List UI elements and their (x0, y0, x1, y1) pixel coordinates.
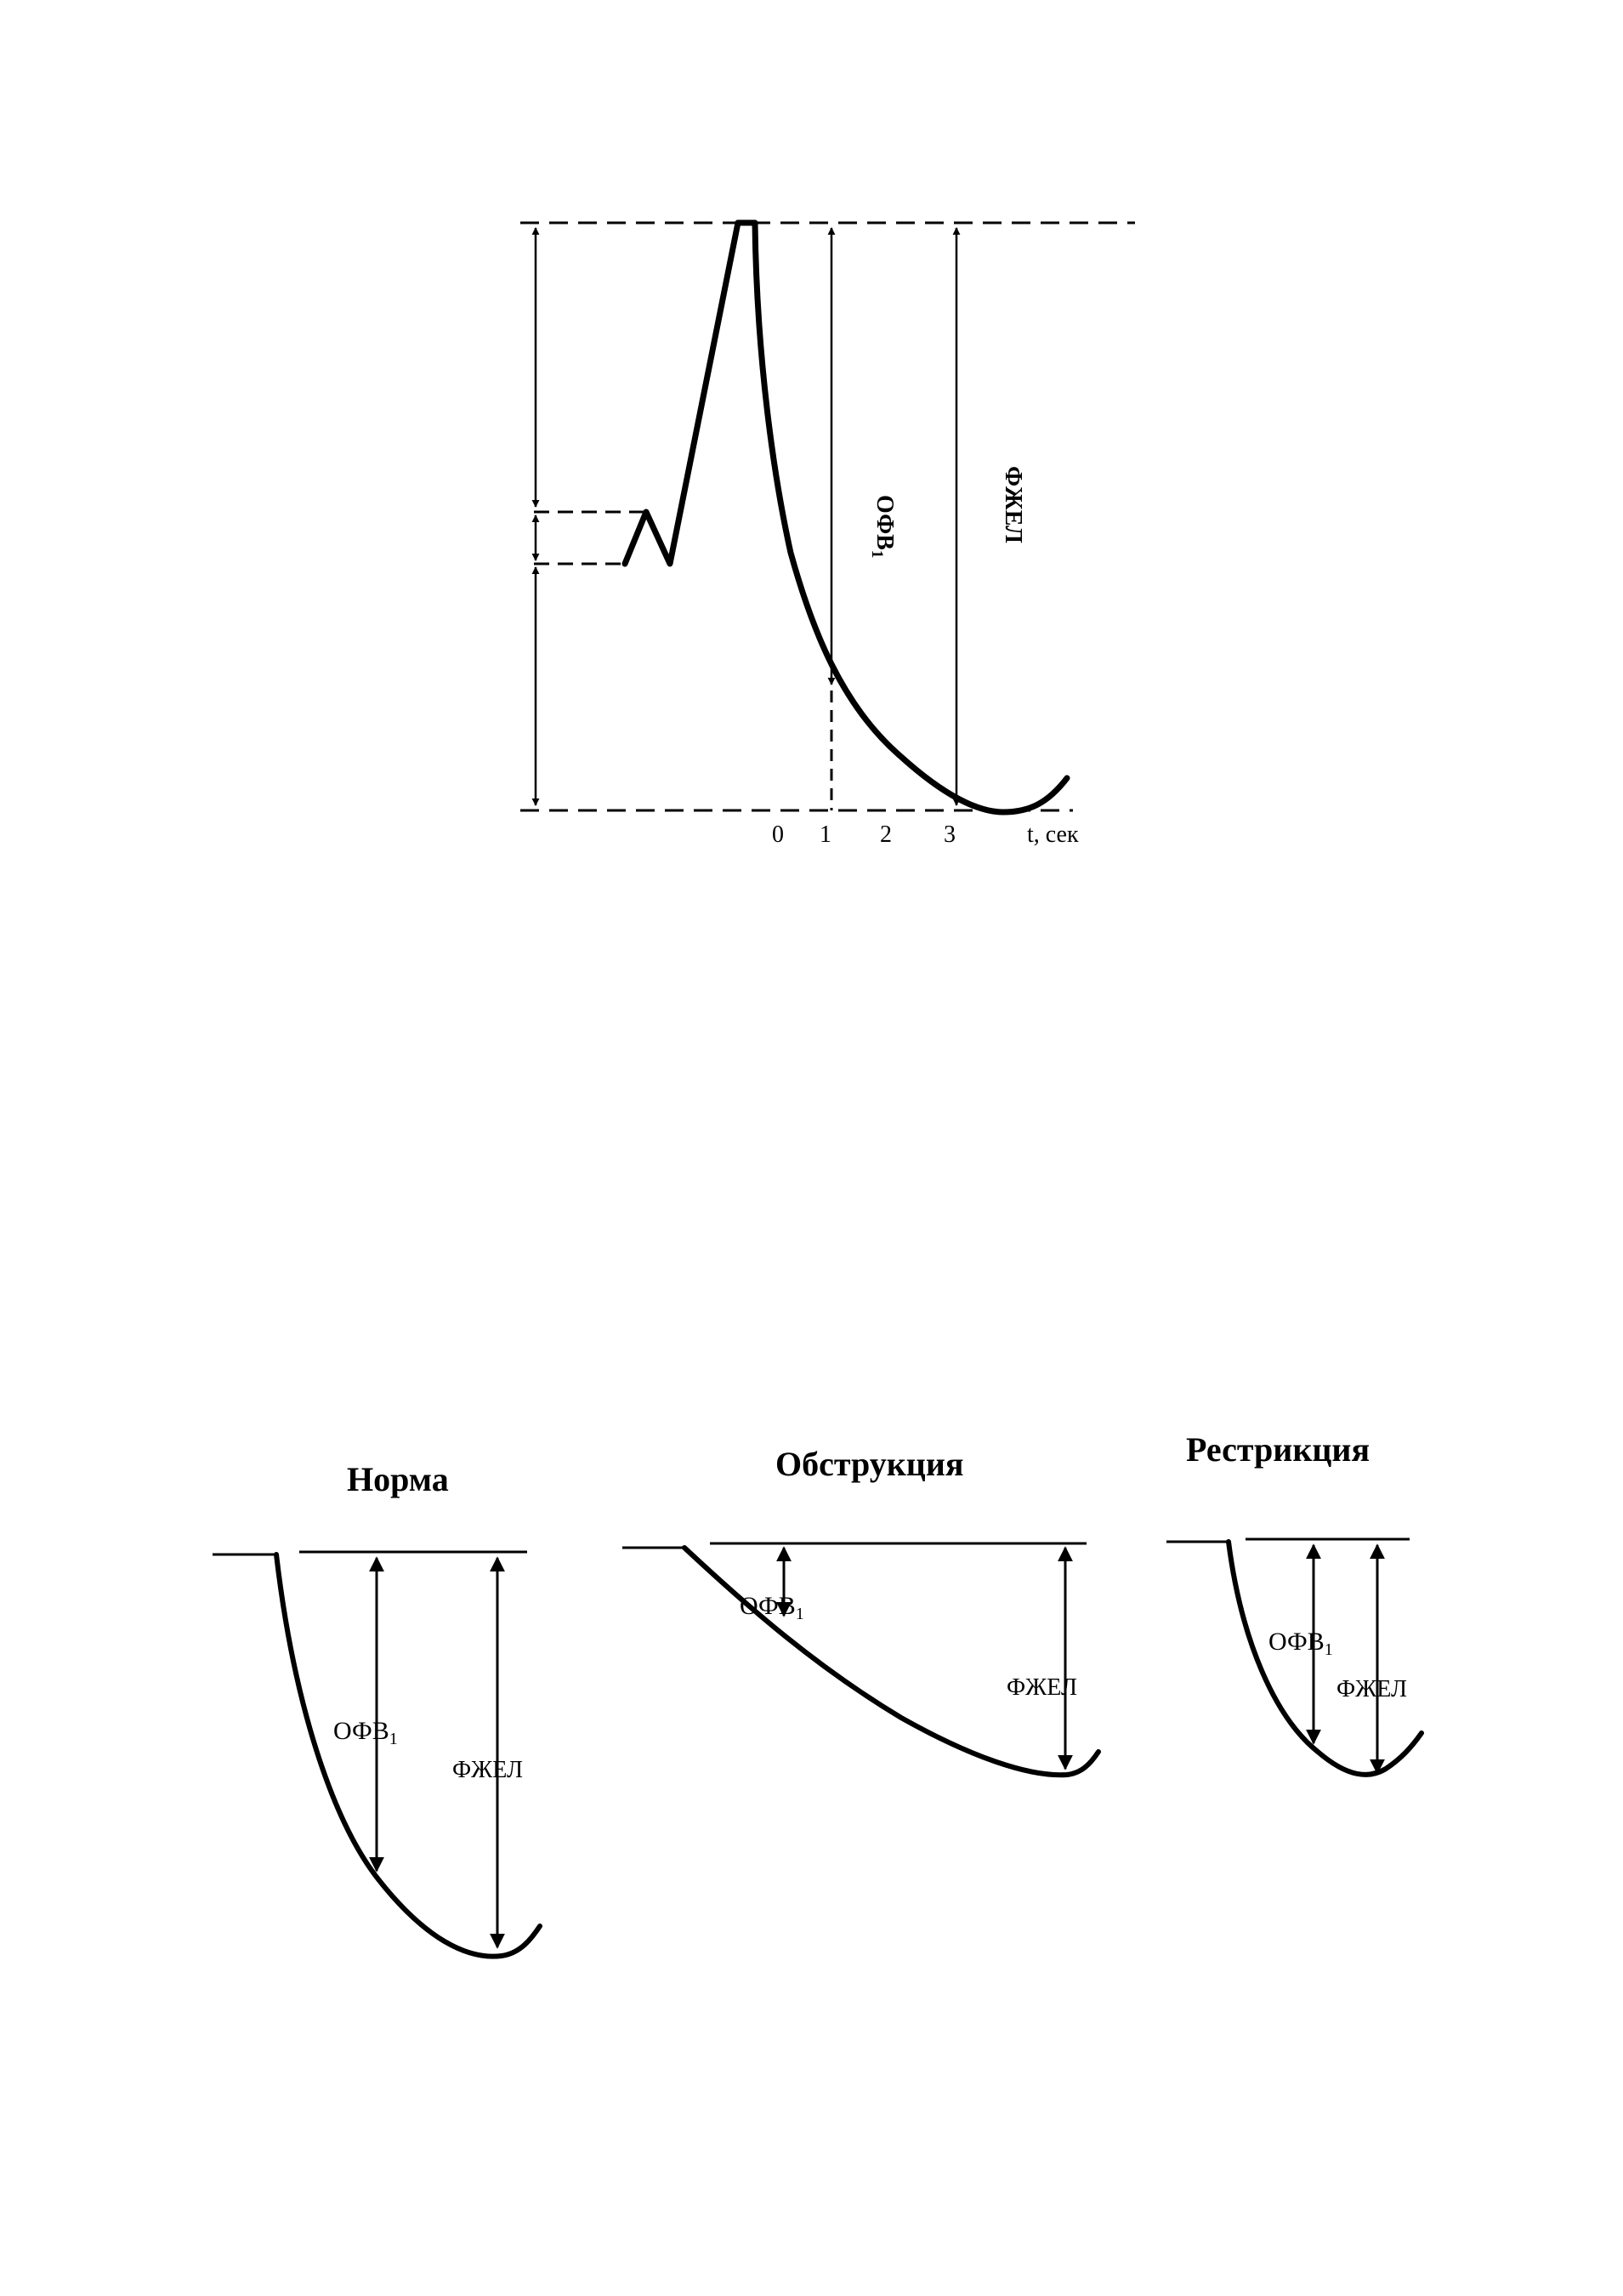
fvc-label: ФЖЕЛ (1336, 1676, 1407, 1702)
fev1-label: ОФВ1 (740, 1592, 804, 1623)
fvc-label: ФЖЕЛ (452, 1757, 523, 1783)
fev1-label: ОФВ1 (1268, 1628, 1333, 1659)
tick-label-3: 3 (944, 821, 956, 848)
tick-label-0: 0 (772, 821, 784, 848)
expiration-curve (274, 1552, 542, 1959)
tick-label-1: 1 (820, 821, 831, 848)
panel-obstruction: Обструкция ОФВ1 ФЖЕЛ (622, 1445, 1101, 1778)
expiration-curve (682, 1545, 1101, 1778)
axis-unit-label: t, сек (1027, 821, 1079, 848)
fev1-label: ОФВ1 (868, 495, 898, 558)
panel-restriction: Рестрикция ОФВ1 ФЖЕЛ (1166, 1430, 1424, 1777)
panel-title: Норма (347, 1460, 449, 1498)
panel-normal: Норма ОФВ1 ФЖЕЛ (213, 1460, 542, 1959)
fvc-label: ФЖЕЛ (1007, 1674, 1077, 1701)
spirogram: ОФВ1 ФЖЕЛ 0 1 2 3 t, сек (520, 219, 1135, 848)
fev1-label: ОФВ1 (333, 1717, 398, 1748)
panel-title: Рестрикция (1186, 1430, 1370, 1469)
panel-title: Обструкция (775, 1445, 964, 1483)
fvc-label: ФЖЕЛ (1000, 466, 1026, 543)
tick-label-2: 2 (880, 821, 892, 848)
expiration-curve (1226, 1539, 1424, 1777)
